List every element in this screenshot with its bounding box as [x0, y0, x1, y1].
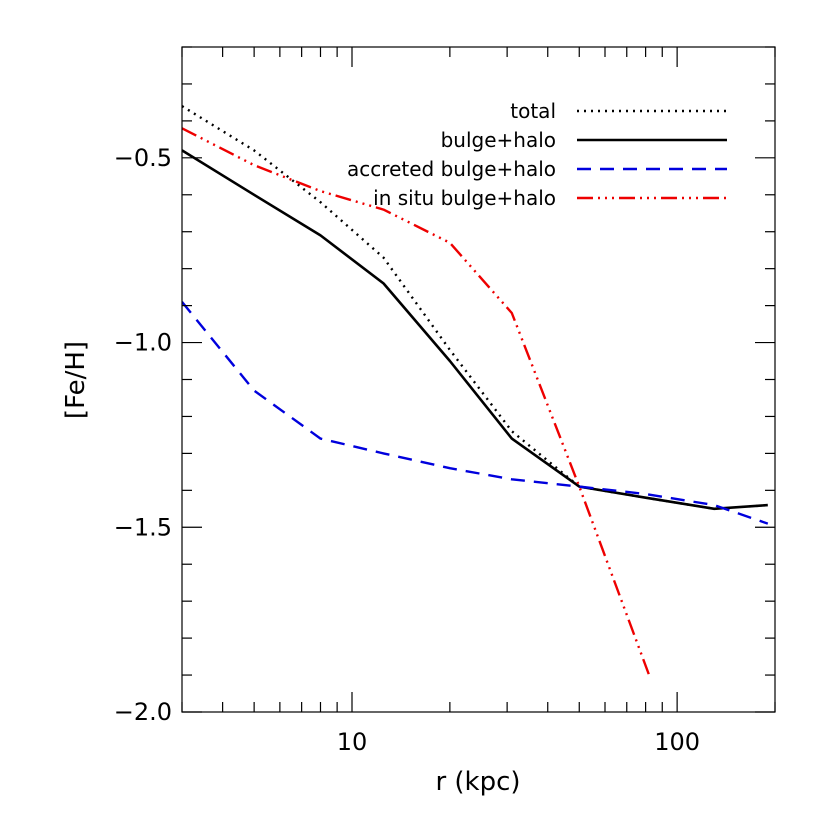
y-tick-label-3: −2.0 — [114, 698, 172, 726]
series-line-3 — [182, 127, 651, 676]
ticks-layer — [181, 46, 776, 713]
y-tick-label-1: −1.0 — [114, 329, 172, 357]
y-tick-label-2: −1.5 — [114, 513, 172, 541]
y-axis-label: [Fe/H] — [61, 341, 91, 419]
y-tick-label-0: −0.5 — [114, 144, 172, 172]
x-tick-label-1: 100 — [654, 728, 700, 756]
plot-frame — [181, 46, 776, 713]
series-line-1 — [182, 149, 768, 511]
series-layer — [182, 105, 769, 676]
legend-label-2: accreted bulge+halo — [347, 157, 556, 181]
series-line-0 — [182, 105, 768, 510]
x-axis-label: r (kpc) — [435, 767, 520, 797]
labels-layer: 10 100 −0.5 −1.0 −1.5 −2.0 — [114, 144, 700, 756]
series-line-2 — [182, 301, 769, 525]
legend: total bulge+halo accreted bulge+halo in sit… — [347, 99, 727, 210]
legend-label-0: total — [510, 99, 556, 123]
x-tick-label-0: 10 — [337, 728, 368, 756]
legend-label-1: bulge+halo — [441, 128, 556, 152]
legend-label-3: in situ bulge+halo — [373, 186, 556, 210]
